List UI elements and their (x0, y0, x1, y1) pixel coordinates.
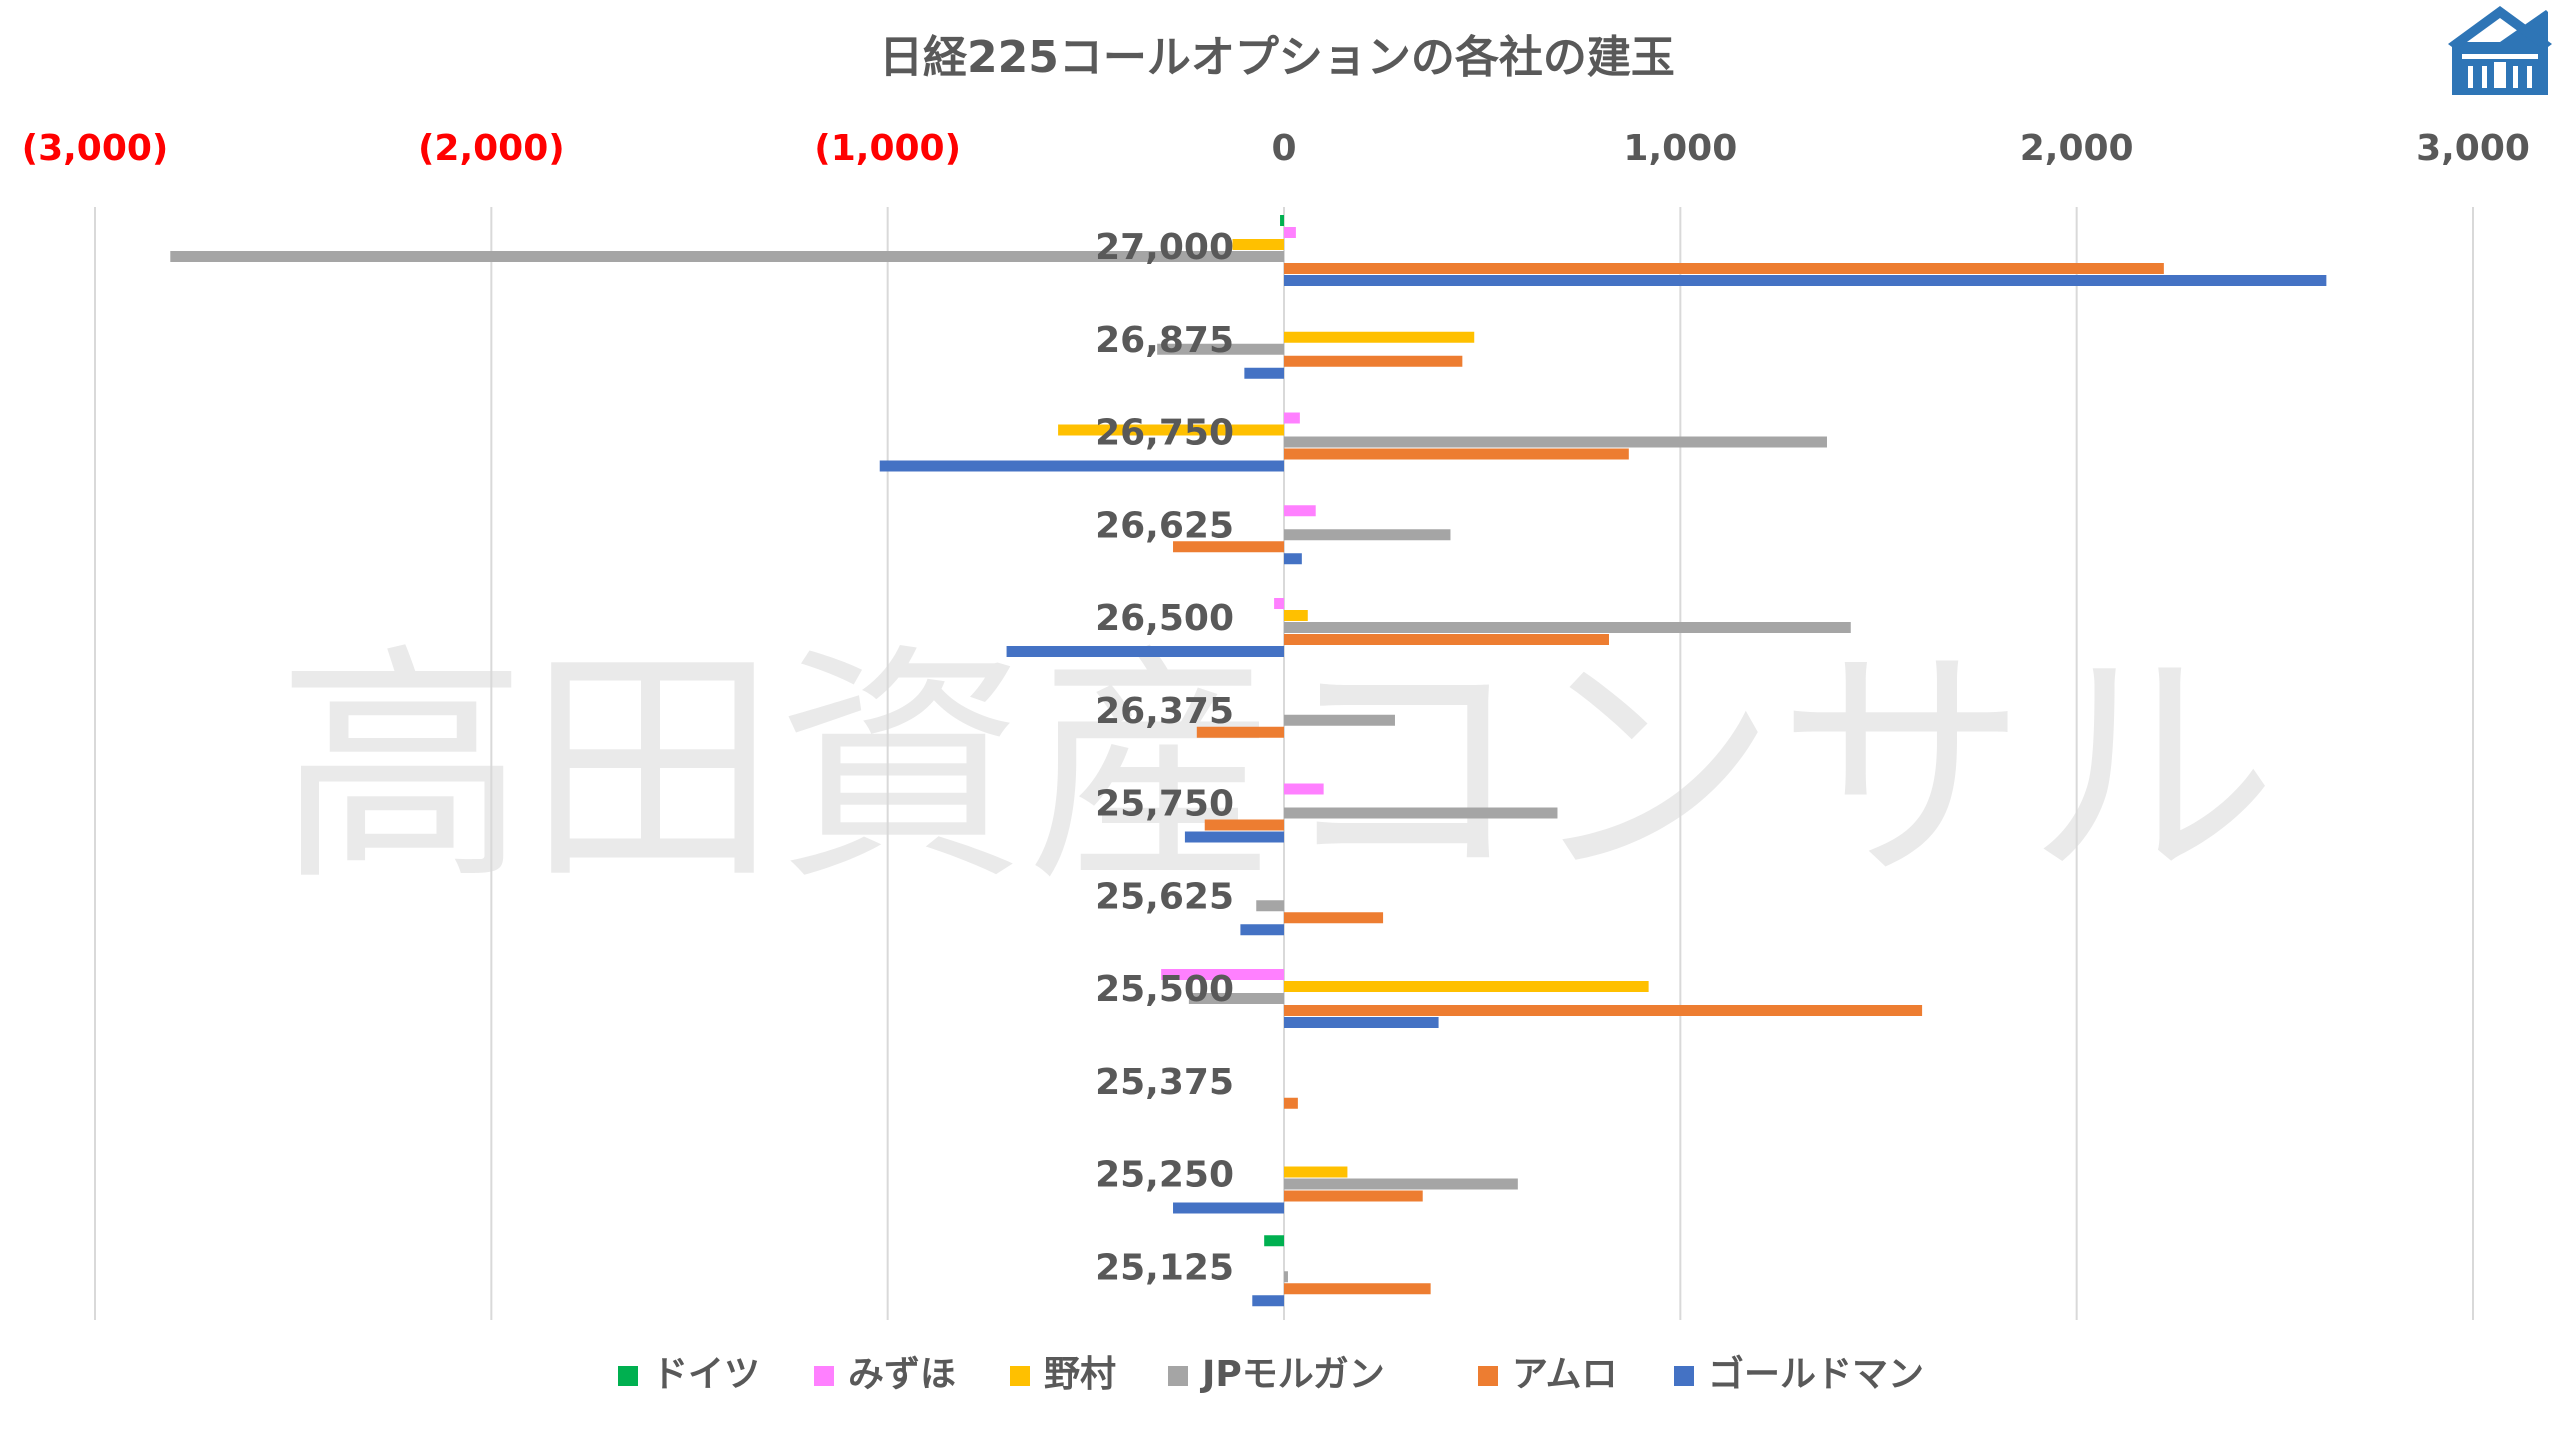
bar-野村-26,875 (1284, 331, 1475, 343)
legend-swatch (1478, 1366, 1498, 1386)
bar-JPモルガン-25,125 (1284, 1271, 1288, 1283)
bar-JPモルガン-25,750 (1284, 807, 1558, 819)
bar-アムロ-26,875 (1284, 355, 1463, 367)
x-tick-label: (1,000) (814, 128, 961, 169)
legend-label: JPモルガン (1199, 1354, 1385, 1395)
x-tick-label: 1,000 (1623, 128, 1737, 169)
bar-みずほ-26,500 (1274, 598, 1284, 609)
bar-JPモルガン-25,625 (1256, 900, 1284, 912)
category-label: 27,000 (1095, 227, 1234, 268)
bar-アムロ-27,000 (1284, 263, 2164, 274)
bar-みずほ-25,500 (1161, 969, 1284, 980)
bar-みずほ-27,000 (1284, 227, 1296, 238)
bar-アムロ-26,375 (1196, 726, 1284, 738)
bar-アムロ-25,500 (1284, 1005, 1923, 1016)
bar-アムロ-25,250 (1284, 1190, 1423, 1202)
bar-アムロ-25,125 (1284, 1283, 1431, 1295)
legend-label: ゴールドマン (1708, 1353, 1924, 1395)
category-label: 26,750 (1095, 413, 1234, 454)
bar-アムロ-26,750 (1284, 448, 1629, 460)
legend-label: ドイツ (652, 1354, 760, 1395)
bar-JPモルガン-25,500 (1188, 993, 1284, 1004)
category-label: 26,875 (1095, 320, 1234, 361)
bar-ドイツ-27,000 (1280, 215, 1284, 226)
x-tick-label: (3,000) (22, 128, 169, 169)
bar-ゴールドマン-25,500 (1284, 1017, 1439, 1028)
category-label: 25,250 (1095, 1155, 1234, 1196)
bar-みずほ-25,750 (1284, 783, 1324, 795)
bar-ゴールドマン-26,875 (1244, 367, 1284, 379)
watermark-layer: 高田資産コンサル (277, 623, 2277, 914)
bar-ゴールドマン-26,625 (1284, 553, 1302, 565)
bars (170, 215, 2327, 1307)
category-label: 26,625 (1095, 505, 1234, 546)
bar-野村-25,500 (1284, 981, 1649, 992)
bar-みずほ-26,750 (1284, 412, 1300, 424)
category-label: 25,625 (1095, 876, 1234, 917)
category-label: 25,375 (1095, 1062, 1234, 1103)
bar-JPモルガン-26,375 (1284, 714, 1395, 726)
watermark-text: 高田資産コンサル (277, 623, 2277, 914)
x-axis-ticks: (3,000) (2,000) (1,000) 0 1,000 2,000 3,000 (22, 128, 2530, 169)
bar-ゴールドマン-25,250 (1173, 1202, 1284, 1214)
bar-アムロ-26,500 (1284, 634, 1609, 645)
bar-ゴールドマン-25,625 (1240, 924, 1284, 936)
bar-JPモルガン-26,625 (1284, 529, 1451, 541)
gridlines (94, 207, 2474, 1320)
bar-ゴールドマン-26,500 (1006, 646, 1284, 657)
legend-swatch (1168, 1366, 1188, 1386)
bar-野村-27,000 (1232, 239, 1284, 250)
legend-swatch (1010, 1366, 1030, 1386)
category-label: 26,375 (1095, 691, 1234, 732)
bar-野村-26,750 (1058, 424, 1284, 436)
bar-野村-26,500 (1284, 610, 1308, 621)
x-tick-label: 3,000 (2416, 128, 2530, 169)
bar-アムロ-25,750 (1204, 819, 1284, 831)
bar-野村-25,250 (1284, 1166, 1348, 1178)
legend-label: アムロ (1512, 1354, 1617, 1395)
legend-swatch (618, 1366, 638, 1386)
bar-ゴールドマン-25,750 (1184, 831, 1284, 843)
bar-JPモルガン-26,875 (1157, 343, 1284, 355)
category-label: 25,750 (1095, 784, 1234, 825)
house-logo (2448, 6, 2552, 95)
legend-swatch (814, 1366, 834, 1386)
x-tick-label: 0 (1271, 128, 1296, 169)
bar-アムロ-25,375 (1284, 1097, 1298, 1109)
bar-JPモルガン-25,250 (1284, 1178, 1518, 1190)
bar-JPモルガン-27,000 (170, 251, 1284, 262)
chart-title: 日経225コールオプションの各社の建玉 (879, 32, 1675, 83)
legend-label: 野村 (1044, 1354, 1116, 1395)
category-label: 26,500 (1095, 598, 1234, 639)
bar-ゴールドマン-25,125 (1252, 1295, 1284, 1307)
legend: ドイツ みずほ 野村 JPモルガン アムロ ゴールドマン (618, 1353, 1924, 1395)
bar-アムロ-26,625 (1173, 541, 1284, 553)
bar-ドイツ-25,125 (1264, 1235, 1284, 1247)
x-tick-label: (2,000) (418, 128, 565, 169)
legend-label: みずほ (848, 1354, 956, 1395)
category-label: 25,125 (1095, 1247, 1234, 1288)
x-tick-label: 2,000 (2020, 128, 2134, 169)
category-label: 25,500 (1095, 969, 1234, 1010)
bar-JPモルガン-26,750 (1284, 436, 1827, 448)
bar-ゴールドマン-26,750 (879, 460, 1284, 472)
bar-JPモルガン-26,500 (1284, 622, 1851, 633)
bar-ゴールドマン-27,000 (1284, 275, 2327, 286)
category-labels: 27,000 26,875 26,750 26,625 26,500 26,375 25,7… (1095, 227, 1234, 1288)
bar-アムロ-25,625 (1284, 912, 1384, 924)
legend-swatch (1674, 1366, 1694, 1386)
bar-みずほ-26,625 (1284, 505, 1316, 517)
